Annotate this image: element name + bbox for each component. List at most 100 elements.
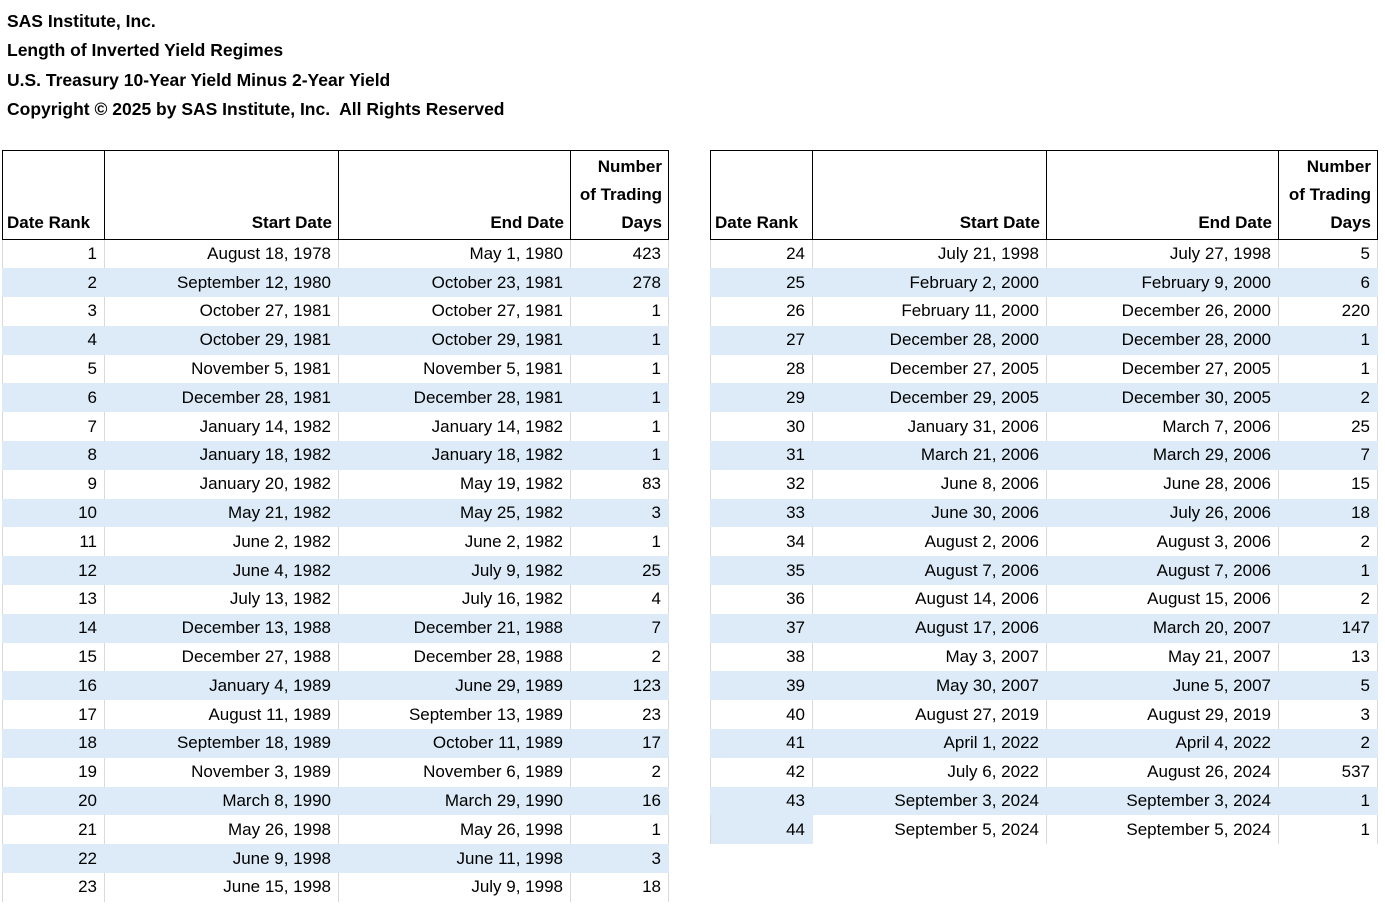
cell-date-rank: 31 bbox=[710, 441, 813, 470]
cell-trading-days: 1 bbox=[1278, 325, 1378, 355]
cell-trading-days: 2 bbox=[1278, 585, 1378, 614]
table-row: 1 August 18, 1978 May 1, 1980 423 bbox=[2, 239, 669, 269]
cell-date-rank: 2 bbox=[2, 268, 105, 298]
table-row: 17 August 11, 1989 September 13, 1989 23 bbox=[2, 700, 669, 730]
col-header-end-date: End Date bbox=[338, 150, 571, 240]
cell-date-rank: 18 bbox=[2, 729, 105, 758]
table-row: 28 December 27, 2005 December 27, 2005 1 bbox=[710, 354, 1378, 384]
cell-trading-days: 83 bbox=[570, 469, 669, 499]
table-row: 10 May 21, 1982 May 25, 1982 3 bbox=[2, 498, 669, 528]
cell-start-date: December 28, 1981 bbox=[104, 383, 339, 413]
cell-trading-days: 1 bbox=[570, 527, 669, 557]
cell-date-rank: 39 bbox=[710, 671, 813, 701]
cell-date-rank: 9 bbox=[2, 469, 105, 499]
cell-start-date: August 11, 1989 bbox=[104, 700, 339, 730]
cell-date-rank: 10 bbox=[2, 498, 105, 528]
cell-trading-days: 7 bbox=[1278, 441, 1378, 470]
cell-start-date: December 28, 2000 bbox=[812, 325, 1047, 355]
cell-trading-days: 1 bbox=[570, 412, 669, 442]
cell-start-date: June 15, 1998 bbox=[104, 873, 339, 902]
cell-trading-days: 25 bbox=[570, 556, 669, 586]
cell-trading-days: 2 bbox=[570, 642, 669, 672]
table-row: 11 June 2, 1982 June 2, 1982 1 bbox=[2, 527, 669, 557]
cell-trading-days: 1 bbox=[570, 815, 669, 845]
copyright-line: Copyright © 2025 by SAS Institute, Inc. … bbox=[7, 98, 505, 119]
cell-end-date: September 3, 2024 bbox=[1046, 786, 1279, 816]
cell-end-date: December 30, 2005 bbox=[1046, 383, 1279, 413]
cell-start-date: December 27, 1988 bbox=[104, 642, 339, 672]
cell-start-date: November 5, 1981 bbox=[104, 354, 339, 384]
cell-date-rank: 6 bbox=[2, 383, 105, 413]
cell-end-date: July 16, 1982 bbox=[338, 585, 571, 614]
cell-trading-days: 1 bbox=[570, 383, 669, 413]
col-header-start-date: Start Date bbox=[812, 150, 1047, 240]
table-row: 27 December 28, 2000 December 28, 2000 1 bbox=[710, 325, 1378, 355]
cell-end-date: March 20, 2007 bbox=[1046, 613, 1279, 643]
table-row: 26 February 11, 2000 December 26, 2000 220 bbox=[710, 297, 1378, 326]
cell-start-date: August 18, 1978 bbox=[104, 239, 339, 269]
table-row: 9 January 20, 1982 May 19, 1982 83 bbox=[2, 469, 669, 499]
cell-date-rank: 19 bbox=[2, 757, 105, 787]
cell-trading-days: 2 bbox=[1278, 527, 1378, 557]
cell-trading-days: 1 bbox=[570, 297, 669, 326]
cell-trading-days: 278 bbox=[570, 268, 669, 298]
cell-trading-days: 1 bbox=[1278, 786, 1378, 816]
cell-trading-days: 16 bbox=[570, 786, 669, 816]
cell-date-rank: 13 bbox=[2, 585, 105, 614]
report-title-block: SAS Institute, Inc. Length of Inverted Y… bbox=[7, 7, 505, 124]
table-row: 19 November 3, 1989 November 6, 1989 2 bbox=[2, 757, 669, 787]
cell-end-date: October 29, 1981 bbox=[338, 325, 571, 355]
cell-end-date: July 26, 2006 bbox=[1046, 498, 1279, 528]
cell-date-rank: 21 bbox=[2, 815, 105, 845]
cell-trading-days: 2 bbox=[1278, 729, 1378, 758]
col-header-date-rank: Date Rank bbox=[710, 150, 813, 240]
cell-end-date: July 9, 1998 bbox=[338, 873, 571, 902]
cell-date-rank: 41 bbox=[710, 729, 813, 758]
cell-start-date: July 13, 1982 bbox=[104, 585, 339, 614]
regimes-table-right: Date Rank Start Date End Date Number of … bbox=[710, 150, 1378, 845]
cell-end-date: August 26, 2024 bbox=[1046, 757, 1279, 787]
cell-start-date: October 29, 1981 bbox=[104, 325, 339, 355]
cell-end-date: February 9, 2000 bbox=[1046, 268, 1279, 298]
table-row: 35 August 7, 2006 August 7, 2006 1 bbox=[710, 556, 1378, 586]
table-row: 5 November 5, 1981 November 5, 1981 1 bbox=[2, 354, 669, 384]
cell-start-date: April 1, 2022 bbox=[812, 729, 1047, 758]
table-row: 34 August 2, 2006 August 3, 2006 2 bbox=[710, 527, 1378, 557]
cell-trading-days: 4 bbox=[570, 585, 669, 614]
cell-date-rank: 38 bbox=[710, 642, 813, 672]
cell-trading-days: 3 bbox=[570, 844, 669, 874]
cell-end-date: December 27, 2005 bbox=[1046, 354, 1279, 384]
cell-date-rank: 5 bbox=[2, 354, 105, 384]
table-row: 31 March 21, 2006 March 29, 2006 7 bbox=[710, 441, 1378, 470]
table-row: 21 May 26, 1998 May 26, 1998 1 bbox=[2, 815, 669, 845]
cell-start-date: January 14, 1982 bbox=[104, 412, 339, 442]
cell-start-date: October 27, 1981 bbox=[104, 297, 339, 326]
cell-end-date: March 29, 2006 bbox=[1046, 441, 1279, 470]
table-row: 22 June 9, 1998 June 11, 1998 3 bbox=[2, 844, 669, 874]
header-row: Date Rank Start Date End Date Number of … bbox=[710, 150, 1378, 240]
cell-end-date: December 26, 2000 bbox=[1046, 297, 1279, 326]
header-row: Date Rank Start Date End Date Number of … bbox=[2, 150, 669, 240]
cell-date-rank: 1 bbox=[2, 239, 105, 269]
table-row: 20 March 8, 1990 March 29, 1990 16 bbox=[2, 786, 669, 816]
cell-trading-days: 18 bbox=[570, 873, 669, 902]
cell-start-date: November 3, 1989 bbox=[104, 757, 339, 787]
cell-date-rank: 30 bbox=[710, 412, 813, 442]
cell-start-date: May 21, 1982 bbox=[104, 498, 339, 528]
cell-start-date: June 8, 2006 bbox=[812, 469, 1047, 499]
cell-trading-days: 25 bbox=[1278, 412, 1378, 442]
cell-start-date: March 8, 1990 bbox=[104, 786, 339, 816]
cell-date-rank: 16 bbox=[2, 671, 105, 701]
cell-start-date: August 17, 2006 bbox=[812, 613, 1047, 643]
cell-trading-days: 3 bbox=[570, 498, 669, 528]
cell-date-rank: 43 bbox=[710, 786, 813, 816]
cell-date-rank: 20 bbox=[2, 786, 105, 816]
table-row: 25 February 2, 2000 February 9, 2000 6 bbox=[710, 268, 1378, 298]
cell-end-date: June 2, 1982 bbox=[338, 527, 571, 557]
table-row: 15 December 27, 1988 December 28, 1988 2 bbox=[2, 642, 669, 672]
table-row: 2 September 12, 1980 October 23, 1981 278 bbox=[2, 268, 669, 298]
cell-start-date: August 14, 2006 bbox=[812, 585, 1047, 614]
cell-trading-days: 23 bbox=[570, 700, 669, 730]
cell-start-date: August 7, 2006 bbox=[812, 556, 1047, 586]
cell-trading-days: 1 bbox=[1278, 815, 1378, 845]
